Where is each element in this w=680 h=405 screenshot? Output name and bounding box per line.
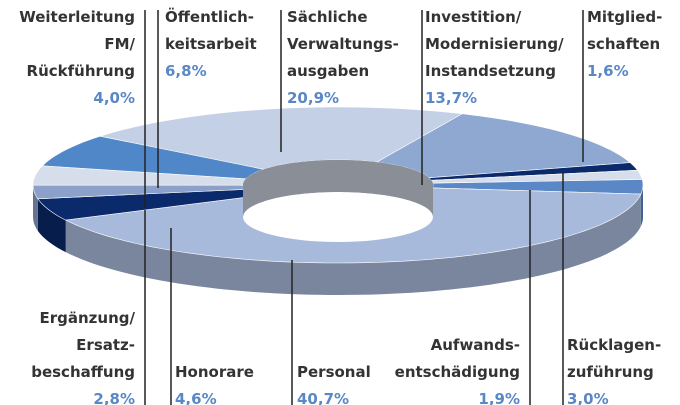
value-label: 1,9% — [478, 390, 520, 405]
slice-label: Mitglied- — [587, 8, 662, 26]
slice-label: Verwaltungs- — [287, 35, 399, 53]
slice-label: Personal — [297, 363, 371, 381]
slice-side — [640, 185, 643, 227]
slice-label: Honorare — [175, 363, 254, 381]
slice-side — [65, 194, 641, 295]
hole-bottom — [243, 192, 433, 242]
slice-label: Rücklagen- — [567, 336, 661, 354]
slice-side-shade — [33, 185, 38, 231]
slice-side-shade — [37, 198, 66, 253]
slice-label: Sächliche — [287, 8, 368, 26]
slice-label: Weiterleitung — [19, 8, 135, 26]
slice-side — [33, 185, 38, 231]
value-label: 4,0% — [93, 89, 135, 107]
slice-label: Aufwands- — [431, 336, 520, 354]
slice-label: Ersatz- — [76, 336, 135, 354]
slice-label: Modernisierung/ — [425, 35, 564, 53]
slice-label: zuführung — [567, 363, 654, 381]
slice-label: entschädigung — [395, 363, 520, 381]
slice-label: FM/ — [104, 35, 135, 53]
slice-label: beschaffung — [31, 363, 135, 381]
value-label: 1,6% — [587, 62, 629, 80]
slice-side-shade — [640, 185, 643, 227]
slice-side — [37, 198, 66, 253]
slice-label: ausgaben — [287, 62, 369, 80]
slice-side-shade — [65, 194, 641, 295]
slice-label: Instandsetzung — [425, 62, 556, 80]
slice-label: Öffentlich- — [165, 7, 254, 26]
slice-label: schaften — [587, 35, 660, 53]
value-label: 6,8% — [165, 62, 207, 80]
value-label: 13,7% — [425, 89, 477, 107]
hole-wall-lower — [243, 160, 433, 217]
value-label: 40,7% — [297, 390, 349, 405]
slice-label: Rückführung — [27, 62, 135, 80]
slice-label: keitsarbeit — [165, 35, 257, 53]
value-label: 2,8% — [93, 390, 135, 405]
slice-label: Ergänzung/ — [40, 309, 136, 327]
value-label: 20,9% — [287, 89, 339, 107]
value-label: 3,0% — [567, 390, 609, 405]
slice-label: Investition/ — [425, 8, 522, 26]
value-label: 4,6% — [175, 390, 217, 405]
